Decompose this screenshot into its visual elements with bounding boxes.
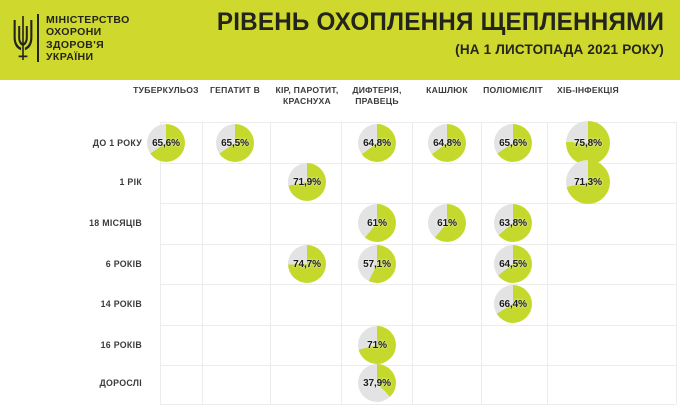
pie-cell: 57,1% bbox=[358, 245, 396, 283]
pie-value-label: 57,1% bbox=[363, 258, 391, 270]
row-label-3: 18 МІСЯЦІВ bbox=[89, 218, 142, 228]
grid-line-horizontal-3 bbox=[160, 244, 676, 245]
pie-cell: 37,9% bbox=[358, 364, 396, 402]
pie-value-label: 65,6% bbox=[499, 137, 527, 149]
grid-line-horizontal-5 bbox=[160, 325, 676, 326]
pie-cell: 65,6% bbox=[494, 124, 532, 162]
pie-value-label: 71,3% bbox=[574, 176, 602, 188]
ukraine-trident-icon bbox=[13, 16, 33, 60]
grid-line-vertical-2 bbox=[270, 122, 271, 404]
pie-cell: 74,7% bbox=[288, 245, 326, 283]
column-header-line: ХІБ-ІНФЕКЦІЯ bbox=[557, 85, 619, 95]
row-label-5: 14 РОКІВ bbox=[100, 299, 142, 309]
row-label-6: 16 РОКІВ bbox=[100, 340, 142, 350]
pie-value-label: 75,8% bbox=[574, 137, 602, 149]
column-header-line: ГЕПАТИТ В bbox=[209, 85, 261, 95]
header-band: МІНІСТЕРСТВО ОХОРОНИ ЗДОРОВ'Я УКРАЇНИ РІ… bbox=[0, 0, 680, 80]
pie-value-label: 71% bbox=[367, 339, 387, 351]
column-header-line: КІР, ПАРОТИТ, bbox=[275, 85, 339, 95]
grid-line-vertical-6 bbox=[547, 122, 548, 404]
row-label-1: ДО 1 РОКУ bbox=[92, 138, 142, 148]
pie-cell: 71,3% bbox=[566, 160, 610, 204]
pie-cell: 66,4% bbox=[494, 285, 532, 323]
ministry-line-1: МІНІСТЕРСТВО bbox=[46, 14, 130, 26]
pie-value-label: 65,5% bbox=[221, 137, 249, 149]
pie-value-label: 61% bbox=[367, 217, 387, 229]
pie-value-label: 37,9% bbox=[363, 377, 391, 389]
column-header-line: ТУБЕРКУЛЬОЗ bbox=[133, 85, 199, 95]
column-header-line: КАШЛЮК bbox=[426, 85, 468, 95]
grid-line-horizontal-0 bbox=[160, 122, 676, 123]
column-header-4: ДИФТЕРІЯ, ПРАВЕЦЬ bbox=[352, 85, 401, 107]
column-header-line: ПОЛІОМІЄЛІТ bbox=[483, 85, 543, 95]
pie-cell: 65,5% bbox=[216, 124, 254, 162]
column-header-line: КРАСНУХА bbox=[283, 96, 331, 106]
column-header-2: ГЕПАТИТ В bbox=[210, 85, 260, 96]
pie-cell: 63,8% bbox=[494, 204, 532, 242]
pie-value-label: 64,5% bbox=[499, 258, 527, 270]
ministry-logo: МІНІСТЕРСТВО ОХОРОНИ ЗДОРОВ'Я УКРАЇНИ bbox=[12, 14, 130, 64]
column-header-1: ТУБЕРКУЛЬОЗ bbox=[133, 85, 199, 96]
pie-value-label: 65,6% bbox=[152, 137, 180, 149]
grid-line-vertical-3 bbox=[341, 122, 342, 404]
pie-cell: 71% bbox=[358, 326, 396, 364]
row-label-2: 1 РІК bbox=[119, 177, 142, 187]
column-header-5: КАШЛЮК bbox=[426, 85, 468, 96]
pie-cell: 61% bbox=[358, 204, 396, 242]
column-header-3: КІР, ПАРОТИТ, КРАСНУХА bbox=[275, 85, 338, 107]
row-label-7: ДОРОСЛІ bbox=[99, 378, 142, 388]
pie-value-label: 66,4% bbox=[499, 298, 527, 310]
column-header-line: ДИФТЕРІЯ, bbox=[352, 85, 402, 95]
column-header-line: ПРАВЕЦЬ bbox=[355, 96, 399, 106]
pie-cell: 71,9% bbox=[288, 163, 326, 201]
grid-line-vertical-1 bbox=[202, 122, 203, 404]
logo-divider bbox=[37, 14, 39, 62]
pie-value-label: 74,7% bbox=[293, 258, 321, 270]
grid-line-horizontal-2 bbox=[160, 203, 676, 204]
pie-value-label: 71,9% bbox=[293, 176, 321, 188]
ministry-name: МІНІСТЕРСТВО ОХОРОНИ ЗДОРОВ'Я УКРАЇНИ bbox=[46, 14, 130, 64]
pie-cell: 65,6% bbox=[147, 124, 185, 162]
ministry-line-2: ОХОРОНИ bbox=[46, 26, 102, 39]
grid-line-horizontal-4 bbox=[160, 284, 676, 285]
pie-cell: 64,8% bbox=[358, 124, 396, 162]
pie-value-label: 64,8% bbox=[363, 137, 391, 149]
pie-value-label: 64,8% bbox=[433, 137, 461, 149]
row-labels: ДО 1 РОКУ 1 РІК 18 МІСЯЦІВ 6 РОКІВ 14 РОКІВ 1… bbox=[0, 80, 142, 400]
grid-line-vertical-0 bbox=[160, 122, 161, 404]
grid-line-vertical-7 bbox=[676, 122, 677, 404]
ministry-line-3: ЗДОРОВ'Я bbox=[46, 38, 105, 51]
grid-line-vertical-4 bbox=[412, 122, 413, 404]
pie-cell: 75,8% bbox=[566, 121, 610, 165]
vaccination-coverage-matrix: ТУБЕРКУЛЬОЗ ГЕПАТИТ В КІР, ПАРОТИТ, КРАСНУХ… bbox=[0, 80, 680, 405]
grid-line-vertical-5 bbox=[481, 122, 482, 404]
pie-cell: 64,5% bbox=[494, 245, 532, 283]
grid-line-horizontal-6 bbox=[160, 365, 676, 366]
ministry-line-4: УКРАЇНИ bbox=[46, 51, 94, 64]
page-title: РІВЕНЬ ОХОПЛЕННЯ ЩЕПЛЕННЯМИ bbox=[216, 8, 664, 36]
pie-cell: 61% bbox=[428, 204, 466, 242]
title-block: РІВЕНЬ ОХОПЛЕННЯ ЩЕПЛЕННЯМИ (НА 1 ЛИСТОП… bbox=[203, 9, 664, 58]
column-header-6: ПОЛІОМІЄЛІТ bbox=[483, 85, 543, 96]
page-subtitle: (НА 1 ЛИСТОПАДА 2021 РОКУ) bbox=[455, 42, 664, 57]
pie-value-label: 63,8% bbox=[499, 217, 527, 229]
row-label-4: 6 РОКІВ bbox=[105, 259, 142, 269]
pie-cell: 64,8% bbox=[428, 124, 466, 162]
column-header-7: ХІБ-ІНФЕКЦІЯ bbox=[557, 85, 619, 96]
grid-line-horizontal-1 bbox=[160, 163, 676, 164]
pie-value-label: 61% bbox=[437, 217, 457, 229]
